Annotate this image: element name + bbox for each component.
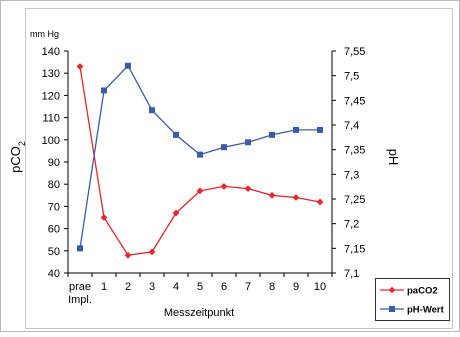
left-axis-tick-label: 40 [48,268,60,280]
series-point-paco2 [76,63,84,70]
plot-frame [25,8,453,329]
left-axis-tick-label: 110 [42,113,60,125]
left-axis-tick-label: 80 [48,179,60,191]
left-axis-tick-label: 140 [42,46,60,58]
x-axis-title: Messzeitpunkt [164,307,234,319]
legend-label-ph: pH-Wert [407,305,445,316]
right-axis-tick-label: 7,1 [344,268,359,280]
legend: paCO2 pH-Wert [375,278,450,321]
left-axis-unit: mm Hg [30,29,59,39]
series-point-paco2 [100,214,108,221]
left-axis-tick-label: 130 [42,68,60,80]
series-point-ph-wert [221,144,227,151]
right-axis-tick-label: 7,15 [344,243,365,255]
series-point-ph-wert [101,87,107,94]
left-axis-title-sub: 2 [17,141,27,146]
left-axis-tick-label: 90 [48,157,60,169]
series-point-ph-wert [149,107,155,114]
x-axis-tick-label: 3 [149,281,155,293]
series-point-paco2 [220,183,228,190]
x-axis-tick-label: 7 [245,281,251,293]
right-axis-tick-label: 7,4 [344,120,359,132]
legend-label-paco2: paCO2 [407,286,438,297]
x-axis-tick-label: 2 [125,281,131,293]
right-axis-tick-label: 7,2 [344,219,359,231]
x-axis-tick-label: 9 [293,281,299,293]
right-axis-tick-label: 7,5 [344,71,359,83]
series-point-ph-wert [245,139,251,146]
right-axis-tick-label: 7,55 [344,46,365,58]
left-axis-title-main: pCO [8,146,23,173]
right-axis-tick-label: 7,25 [344,194,365,206]
series-point-paco2 [244,185,252,193]
left-axis-title: pCO2 [8,141,27,173]
series-point-paco2 [268,191,276,199]
plot-layer: 4050607080901001101201301407,17,157,27,2… [42,46,366,306]
x-axis-tick-label: 10 [314,281,326,293]
svg-text:pCO2: pCO2 [8,141,27,173]
left-axis-tick-label: 60 [48,224,60,236]
left-axis-tick-label: 100 [42,135,60,147]
right-axis-title: pH [386,149,401,166]
legend-box [375,278,450,321]
series-point-paco2 [148,248,156,256]
series-point-ph-wert [197,151,203,158]
series-point-paco2 [196,187,204,195]
series-point-paco2 [292,194,300,201]
x-axis-tick-label: 5 [197,281,203,293]
left-axis-tick-label: 50 [48,246,60,258]
x-axis-tick-label: 8 [269,281,275,293]
x-axis-tick-label: 1 [101,281,107,293]
series-point-ph-wert [269,131,275,138]
right-axis-tick-label: 7,35 [344,145,365,157]
x-axis-tick-label: prae [69,281,91,293]
right-axis-tick-label: 7,3 [344,169,359,181]
series-point-ph-wert [293,126,299,133]
legend-marker-paco2 [388,286,396,294]
series-point-ph-wert [317,126,323,133]
x-axis-tick-label: 6 [221,281,227,293]
left-axis-tick-label: 70 [48,201,60,213]
series-point-paco2 [172,209,180,217]
x-axis-tick-label-line2: Impl. [68,294,92,306]
x-axis-tick-label: 4 [173,281,179,293]
legend-marker-ph [389,306,395,312]
left-axis-tick-label: 120 [42,90,60,102]
series-point-ph-wert [173,131,179,138]
series-point-paco2 [316,198,324,206]
series-point-paco2 [124,251,132,259]
right-axis-tick-label: 7,45 [344,95,365,107]
series-point-ph-wert [77,245,83,252]
series-point-ph-wert [125,62,131,69]
